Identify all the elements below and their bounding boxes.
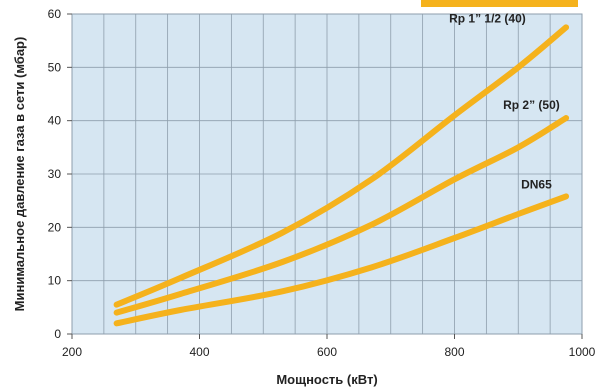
y-tick-label: 10 — [48, 274, 62, 288]
series-line — [113, 115, 570, 316]
y-tick-label: 20 — [48, 220, 62, 234]
x-tick-label: 600 — [317, 345, 337, 359]
x-tick-label: 200 — [62, 345, 82, 359]
x-tick-label: 1000 — [569, 345, 596, 359]
y-tick-label: 0 — [54, 327, 61, 341]
tick-layer: 200 400 600 800 1000 0 10 20 30 40 50 60 — [48, 7, 596, 359]
y-axis-title: Минимальное давление газа в сети (мбар) — [12, 37, 27, 312]
y-tick-label: 30 — [48, 167, 62, 181]
y-tick-label: 60 — [48, 7, 62, 21]
y-tick-label: 40 — [48, 114, 62, 128]
series-label: Rp 2” (50) — [503, 98, 560, 112]
y-tick-label: 50 — [48, 60, 62, 74]
x-tick-label: 400 — [189, 345, 209, 359]
x-axis-title: Мощность (кВт) — [276, 372, 377, 387]
series-label: DN65 — [521, 177, 552, 191]
series-layer — [113, 24, 570, 327]
accent-bar — [421, 0, 578, 7]
grid-lines — [71, 13, 583, 335]
series-labels: Rp 1” 1/2 (40) Rp 2” (50) DN65 — [449, 11, 560, 191]
series-line — [113, 193, 570, 327]
series-line — [113, 24, 570, 308]
series-label: Rp 1” 1/2 (40) — [449, 11, 526, 25]
x-tick-label: 800 — [444, 345, 464, 359]
